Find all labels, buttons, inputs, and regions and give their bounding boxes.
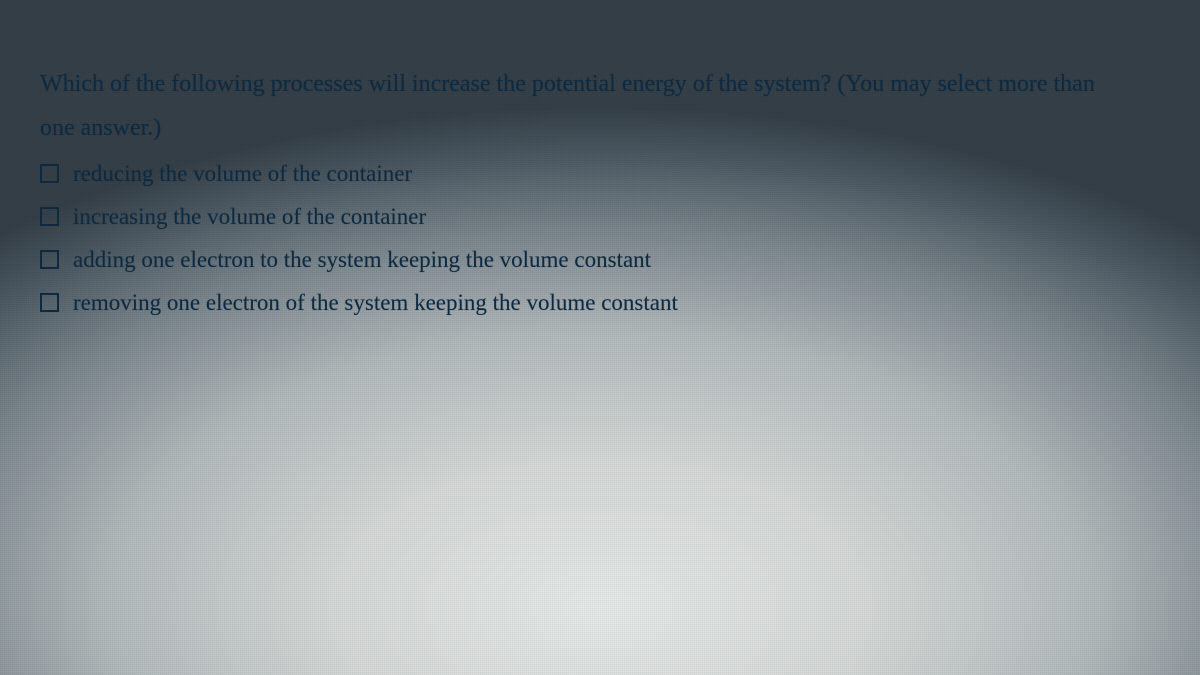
question-block: Which of the following processes will in… (40, 62, 1160, 324)
question-line-1: Which of the following processes will in… (40, 71, 1095, 97)
checkbox-icon[interactable] (40, 250, 59, 269)
options-list: reducing the volume of the container inc… (40, 152, 1160, 324)
checkbox-icon[interactable] (40, 293, 59, 312)
option-row[interactable]: adding one electron to the system keepin… (40, 238, 1160, 281)
option-row[interactable]: removing one electron of the system keep… (40, 281, 1160, 324)
option-row[interactable]: reducing the volume of the container (40, 152, 1160, 195)
option-label: increasing the volume of the container (73, 204, 426, 230)
option-label: reducing the volume of the container (73, 161, 412, 187)
checkbox-icon[interactable] (40, 164, 59, 183)
question-text: Which of the following processes will in… (40, 62, 1160, 150)
option-label: removing one electron of the system keep… (73, 290, 678, 316)
checkbox-icon[interactable] (40, 207, 59, 226)
option-label: adding one electron to the system keepin… (73, 247, 651, 273)
question-line-2: one answer.) (40, 115, 161, 141)
option-row[interactable]: increasing the volume of the container (40, 195, 1160, 238)
